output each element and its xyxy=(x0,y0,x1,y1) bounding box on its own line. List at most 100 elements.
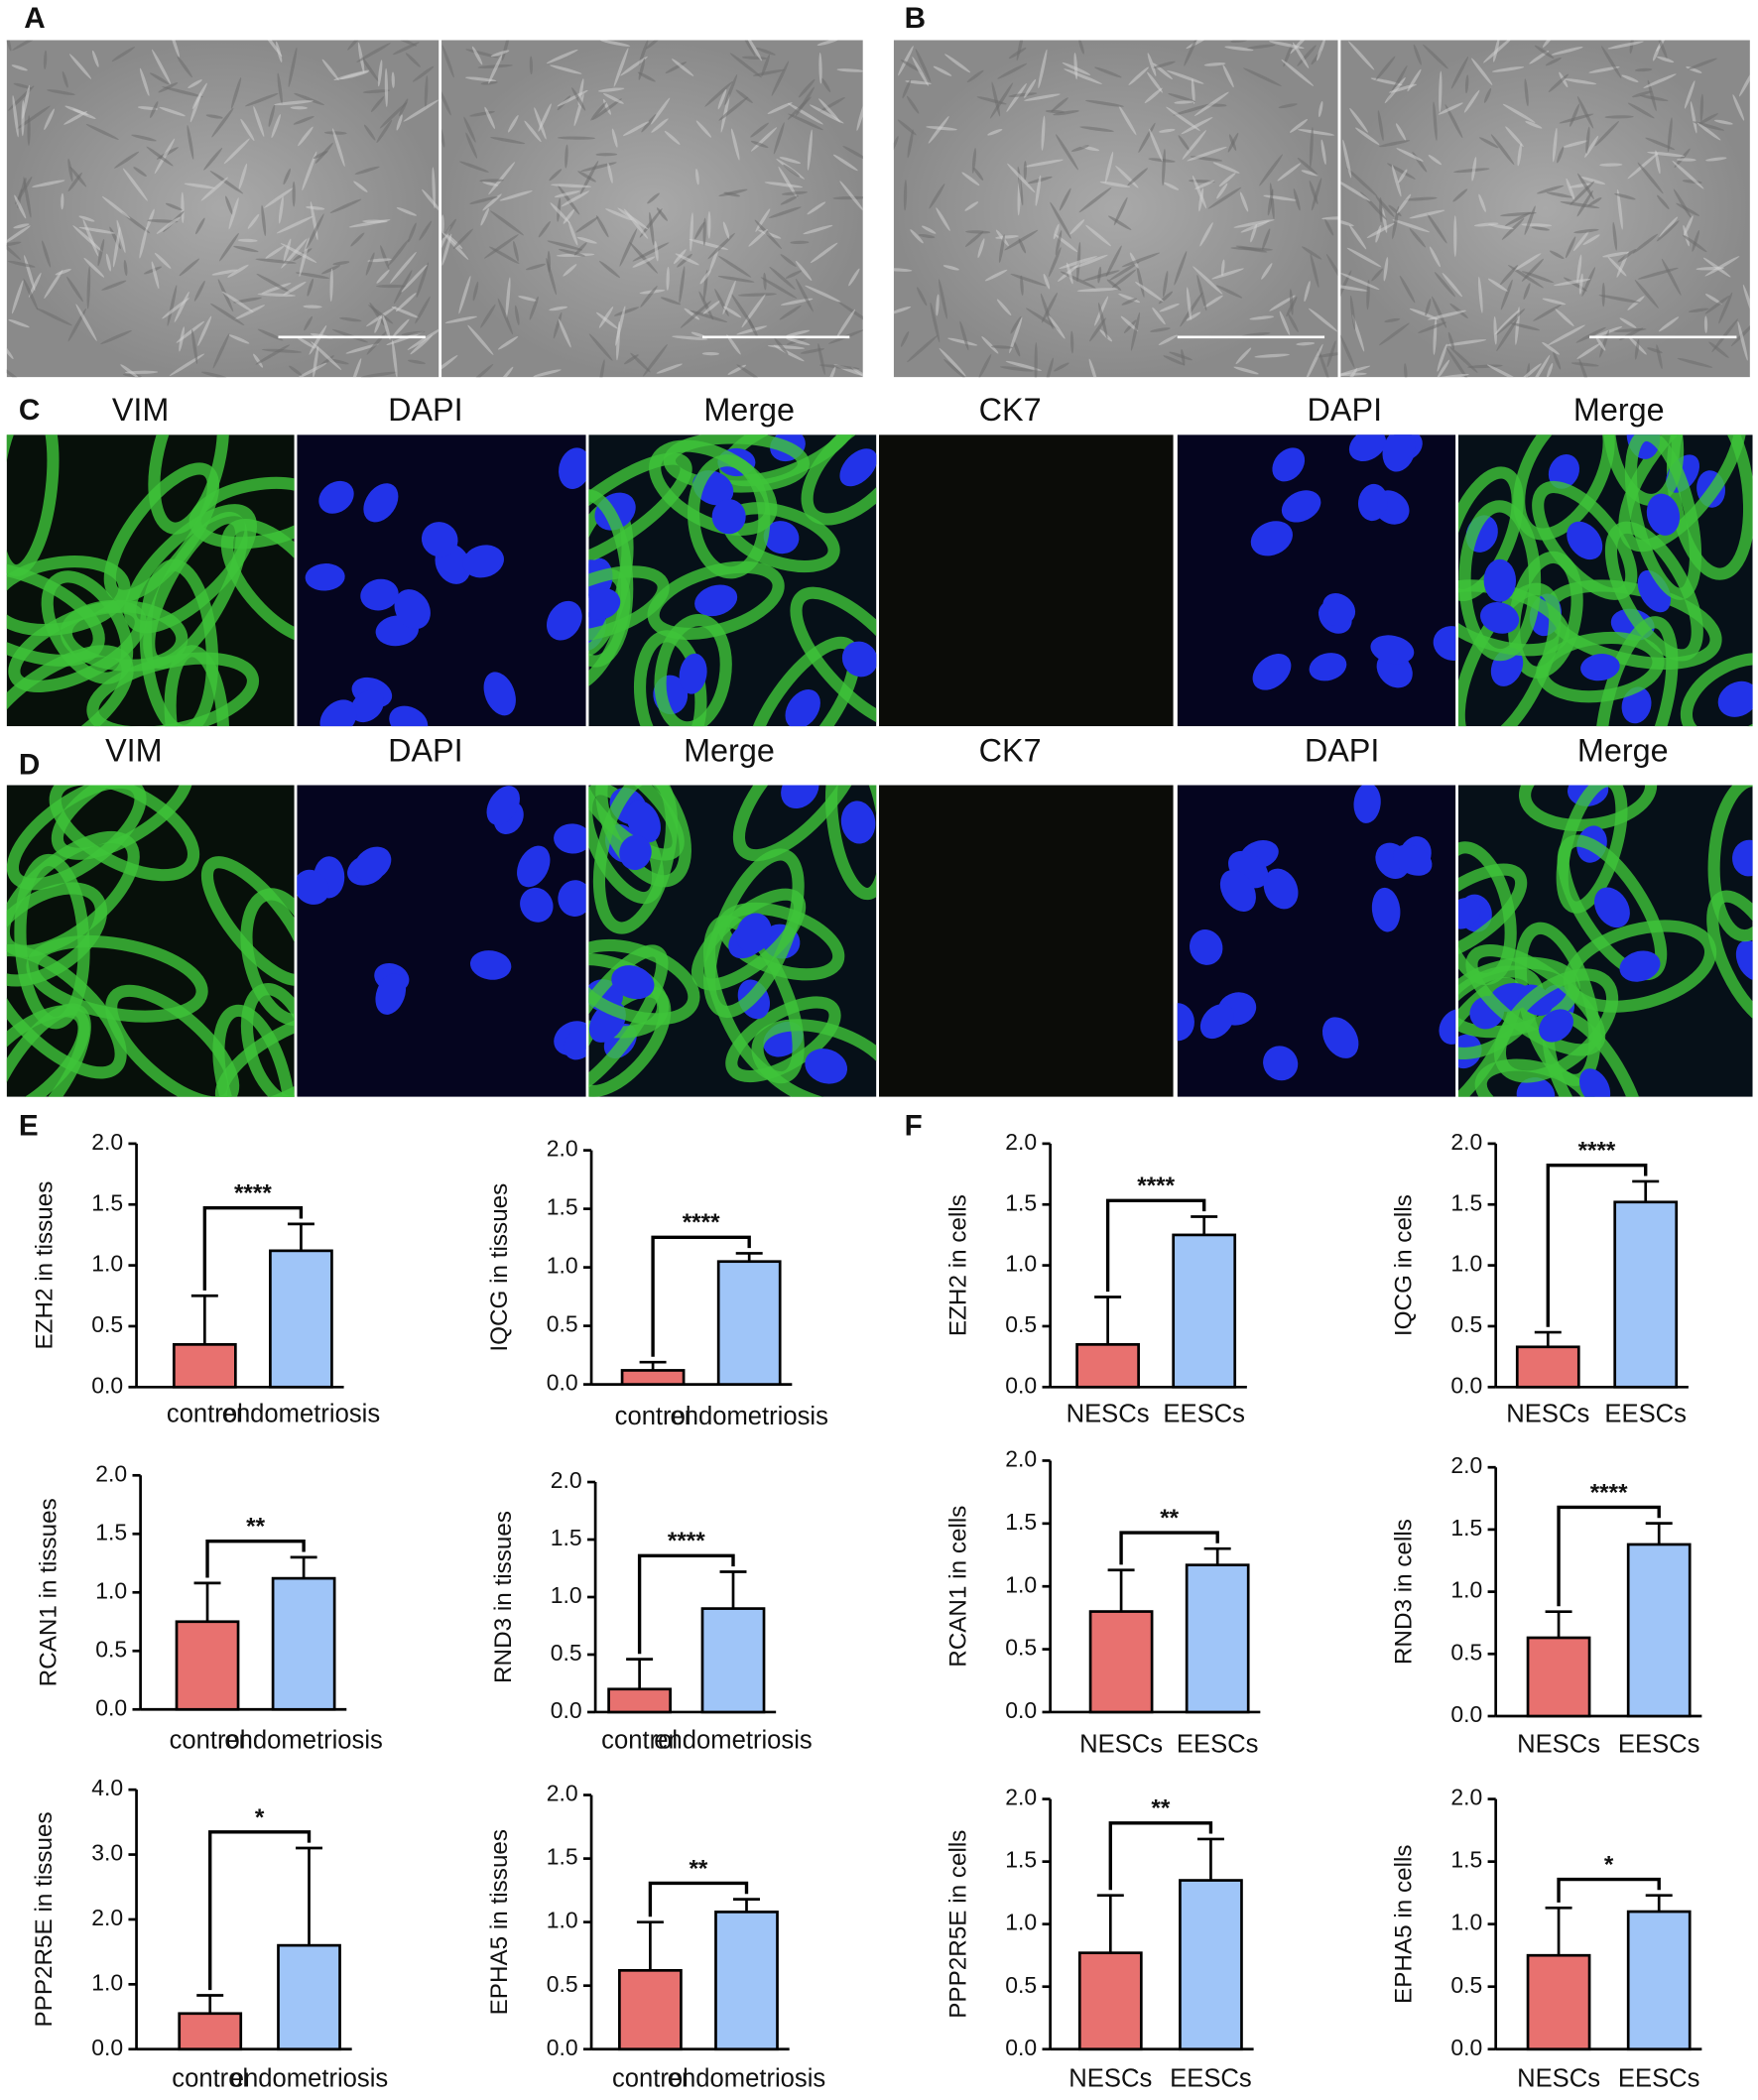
y-axis-label: RND3 in cells xyxy=(1390,1519,1417,1665)
cytoskeleton xyxy=(1707,785,1753,942)
cell xyxy=(1121,252,1161,268)
y-tick-label: 2.0 xyxy=(91,1905,123,1930)
cell xyxy=(1742,284,1750,322)
bar xyxy=(271,1576,336,1711)
cell xyxy=(1311,178,1322,211)
cell xyxy=(1147,71,1163,93)
cell xyxy=(1423,44,1448,69)
cell xyxy=(1128,66,1149,85)
micrograph xyxy=(1340,40,1750,378)
cell xyxy=(105,253,111,272)
x-tick-label: EESCs xyxy=(1177,1730,1259,1758)
cell xyxy=(332,261,350,266)
cell xyxy=(165,202,183,211)
nucleus xyxy=(360,578,399,611)
y-tick-label: 1.5 xyxy=(547,1844,578,1870)
cell xyxy=(1565,236,1576,259)
bar xyxy=(607,1687,672,1714)
cell xyxy=(228,197,239,230)
cell xyxy=(1570,362,1599,367)
cell xyxy=(1010,315,1022,334)
cell xyxy=(1573,228,1599,234)
cell xyxy=(900,330,910,347)
error-bar xyxy=(1107,1568,1135,1612)
cell xyxy=(1196,274,1207,311)
cell xyxy=(339,70,369,80)
nucleus xyxy=(626,800,661,843)
cell xyxy=(553,311,563,339)
cell xyxy=(551,184,592,188)
nucleus xyxy=(1392,844,1433,876)
cell xyxy=(1018,238,1027,254)
cell xyxy=(1249,315,1275,320)
cell xyxy=(292,181,296,207)
bar xyxy=(1185,1563,1250,1714)
cell xyxy=(1239,191,1249,212)
cell xyxy=(377,60,383,87)
cell xyxy=(1240,220,1270,233)
cell xyxy=(480,304,496,328)
cell xyxy=(550,202,570,224)
cell xyxy=(1006,82,1027,112)
cell xyxy=(111,47,136,62)
cell xyxy=(750,140,769,149)
cell xyxy=(112,226,121,268)
y-axis-label: EPHA5 in cells xyxy=(1390,1844,1417,2003)
cell xyxy=(265,245,285,259)
cell xyxy=(1604,115,1634,119)
cell xyxy=(256,273,292,294)
cytoskeleton xyxy=(732,785,867,862)
cell xyxy=(1062,62,1091,75)
cell xyxy=(1612,221,1617,251)
cell xyxy=(1704,295,1730,314)
cell xyxy=(1483,87,1492,103)
cell xyxy=(1269,295,1296,311)
nucleus xyxy=(611,965,655,1000)
bar xyxy=(1179,1879,1243,2051)
cell xyxy=(227,264,249,278)
cell xyxy=(795,278,814,312)
cell xyxy=(67,158,73,183)
nucleus xyxy=(486,786,520,825)
cell xyxy=(297,362,327,378)
cell xyxy=(1278,103,1298,109)
nucleus xyxy=(840,801,876,844)
cell xyxy=(818,364,860,370)
cell xyxy=(441,88,451,116)
x-tick-label: NESCs xyxy=(1079,1730,1163,1758)
micrograph xyxy=(879,785,1174,1097)
cell xyxy=(959,320,969,351)
cytoskeleton xyxy=(824,785,877,901)
cytoskeleton xyxy=(1458,500,1542,662)
cytoskeleton xyxy=(751,1019,877,1097)
cell xyxy=(1191,78,1195,104)
cell xyxy=(550,64,582,74)
cell xyxy=(348,219,391,228)
nucleus xyxy=(1593,887,1630,928)
cell xyxy=(1429,246,1441,268)
x-tick-label: endometriosis xyxy=(230,2065,388,2093)
cell xyxy=(501,40,510,62)
cell xyxy=(7,260,36,268)
cell xyxy=(11,64,28,71)
cell xyxy=(1384,317,1401,323)
cell xyxy=(167,285,178,326)
cell xyxy=(1478,193,1486,212)
nucleus xyxy=(1433,626,1456,661)
error-bar xyxy=(1096,1894,1124,1953)
cell xyxy=(576,236,597,244)
cell xyxy=(75,304,97,341)
cell xyxy=(1607,256,1627,277)
error-bar xyxy=(1203,1546,1231,1565)
x-tick-label: control xyxy=(601,1726,678,1754)
cell xyxy=(836,68,863,72)
cell xyxy=(283,238,292,262)
nucleus xyxy=(1189,929,1223,965)
significance-bracket xyxy=(202,1206,304,1291)
cell xyxy=(97,238,105,267)
bar xyxy=(1526,1636,1591,1718)
cell xyxy=(1235,347,1252,365)
cell xyxy=(1391,165,1402,197)
cell xyxy=(1290,119,1309,133)
significance-bracket xyxy=(651,1235,751,1357)
